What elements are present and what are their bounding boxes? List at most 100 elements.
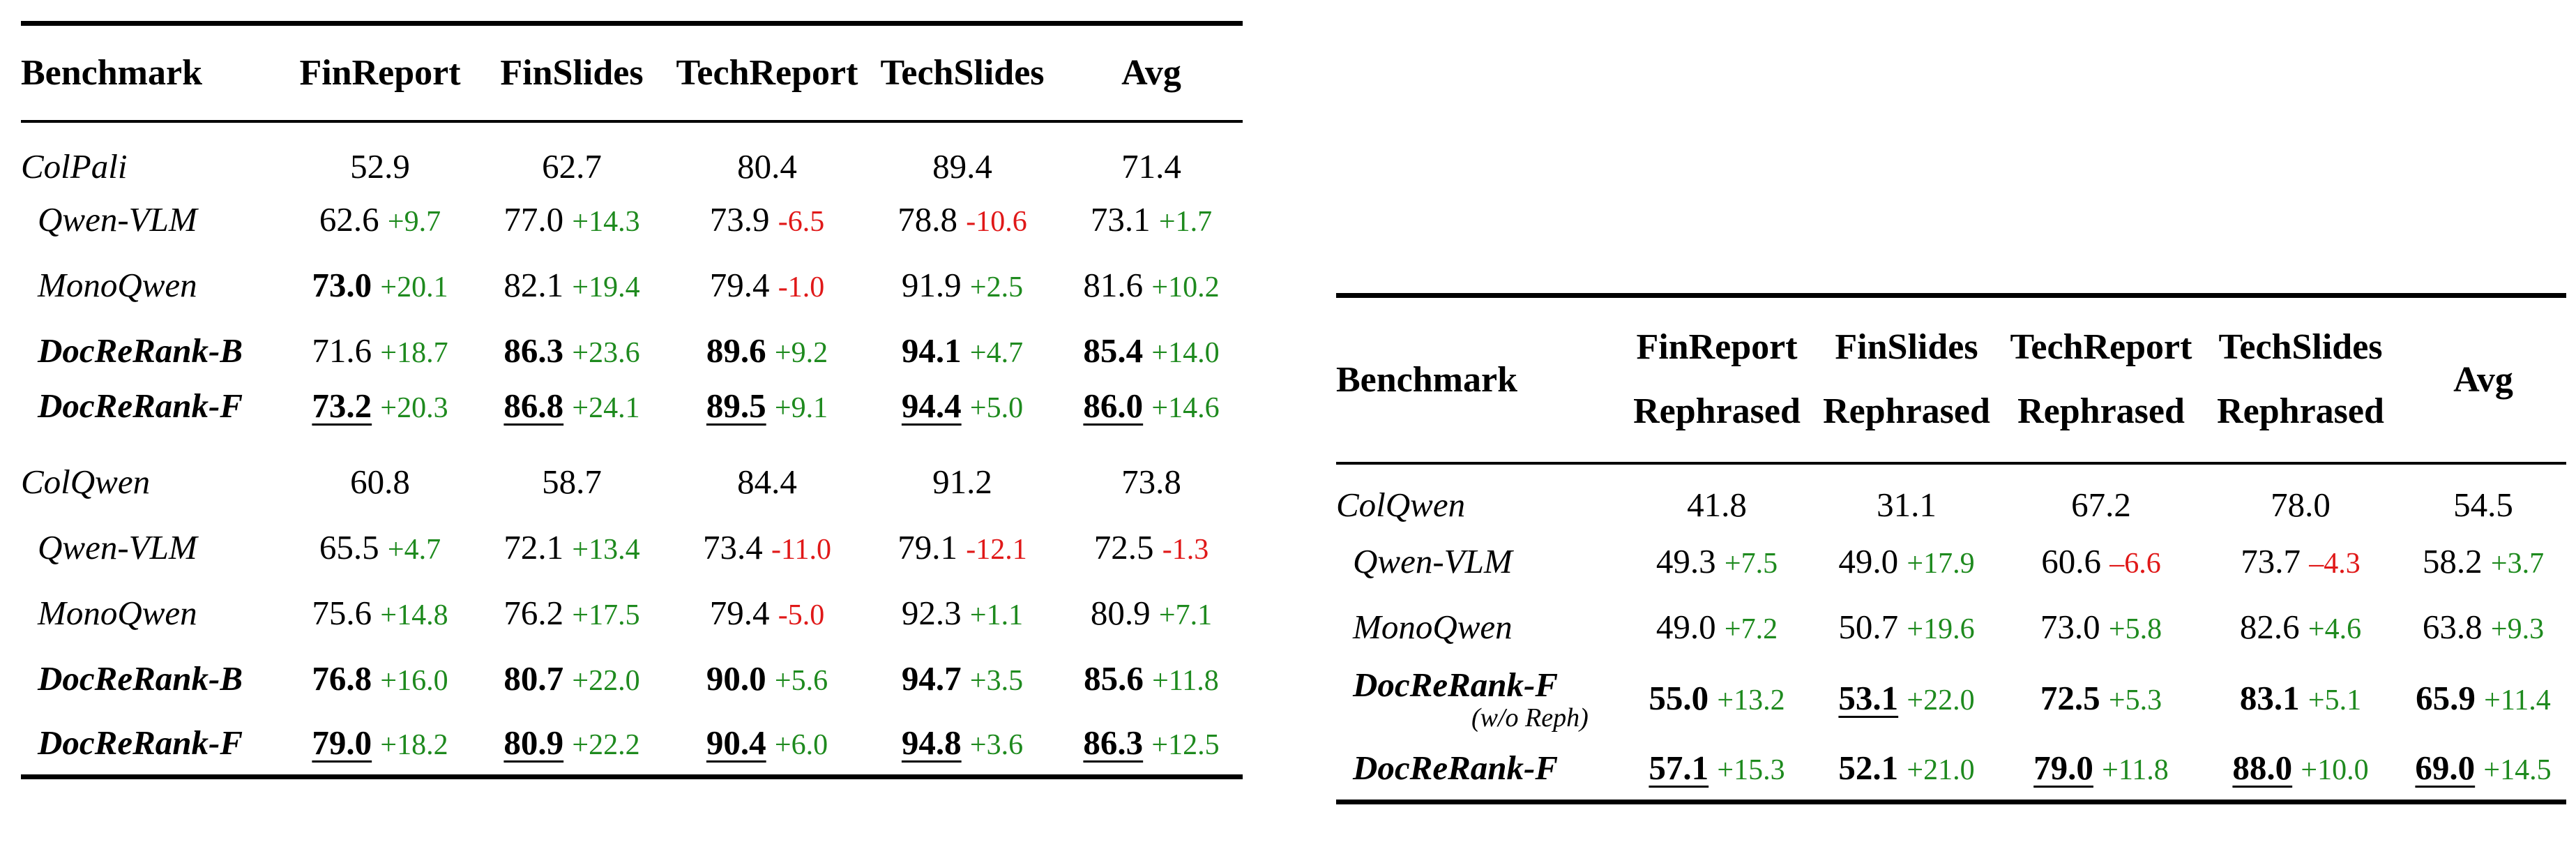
baseline-score: 58.7 — [542, 463, 602, 501]
score-cell: 94.8 +3.6 — [865, 712, 1060, 777]
score-delta: +17.9 — [1907, 548, 1975, 580]
baseline-row: ColQwen 60.8 58.7 84.4 91.2 73.8 — [21, 449, 1243, 515]
baseline-score: 67.2 — [2071, 486, 2131, 524]
score-cell: 86.8 +24.1 — [474, 384, 669, 449]
score-value: 78.8 — [897, 200, 957, 239]
score-cell: 80.7 +22.0 — [474, 646, 669, 712]
score-value: 73.1 — [1090, 200, 1151, 239]
score-delta: +16.0 — [380, 665, 448, 697]
score-value: 73.7 — [2241, 542, 2301, 580]
score-delta: +14.6 — [1151, 392, 1220, 424]
method-name: DocReRank-F — [38, 387, 243, 425]
score-value: 49.3 — [1656, 542, 1716, 580]
score-cell: 73.4 -11.0 — [669, 515, 865, 580]
baseline-row: ColPali 52.9 62.7 80.4 89.4 71.4 — [21, 121, 1243, 187]
score-delta: -1.3 — [1162, 534, 1209, 566]
score-value: 72.5 — [2040, 679, 2100, 717]
score-cell: 73.0 +5.8 — [2001, 594, 2201, 660]
score-cell: 86.3 +12.5 — [1060, 712, 1243, 777]
reranker-row: DocReRank-F 79.0 +18.2 80.9 +22.2 90.4 +6.0… — [21, 712, 1243, 777]
header-avg: Avg — [2400, 295, 2566, 465]
score-value: 89.6 — [706, 331, 766, 370]
baseline-score: 52.9 — [350, 147, 410, 186]
reranker-row: DocReRank-F (w/o Reph) 55.0 +13.2 53.1 +22.… — [1336, 660, 2566, 737]
baseline-score: 60.8 — [350, 463, 410, 501]
score-value: 79.0 — [312, 723, 372, 763]
baseline-score: 80.4 — [737, 147, 797, 186]
score-value: 53.1 — [1838, 679, 1899, 717]
score-value: 90.4 — [706, 723, 766, 763]
score-cell: 94.1 +4.7 — [865, 318, 1060, 384]
score-value: 90.0 — [706, 659, 766, 698]
score-cell: 58.2 +3.7 — [2400, 529, 2566, 594]
score-cell: 83.1 +5.1 — [2201, 660, 2400, 737]
score-delta: -10.6 — [966, 206, 1027, 238]
score-delta: +13.2 — [1717, 684, 1785, 716]
score-cell: 82.1 +19.4 — [474, 253, 669, 318]
score-cell: 78.8 -10.6 — [865, 187, 1060, 253]
reranker-row: Qwen-VLM 49.3 +7.5 49.0 +17.9 60.6 –6.6 73.7… — [1336, 529, 2566, 594]
method-name: MonoQwen — [1353, 608, 1513, 646]
score-value: 89.5 — [706, 387, 766, 425]
reranker-row: MonoQwen 75.6 +14.8 76.2 +17.5 79.4 -5.0 92.… — [21, 580, 1243, 646]
score-value: 65.9 — [2416, 679, 2476, 717]
method-cell: ColQwen — [21, 449, 286, 515]
score-cell: 86.3 +23.6 — [474, 318, 669, 384]
score-delta: +1.7 — [1158, 206, 1213, 238]
score-cell: 60.6 –6.6 — [2001, 529, 2201, 594]
score-cell: 92.3 +1.1 — [865, 580, 1060, 646]
header-techreport: TechReport — [669, 23, 865, 123]
score-cell: 80.9 +22.2 — [474, 712, 669, 777]
score-cell: 94.4 +5.0 — [865, 384, 1060, 449]
score-value: 94.4 — [901, 387, 962, 425]
reranker-row: DocReRank-F 73.2 +20.3 86.8 +24.1 89.5 +9.1… — [21, 384, 1243, 449]
method-name: ColQwen — [21, 463, 151, 501]
score-delta: +5.1 — [2308, 684, 2362, 716]
score-delta: +5.3 — [2108, 684, 2162, 716]
score-value: 65.5 — [319, 528, 379, 566]
score-cell: 71.6 +18.7 — [286, 318, 474, 384]
results-table-left: Benchmark FinReport FinSlides TechReport… — [21, 21, 1243, 779]
score-delta: +7.1 — [1158, 599, 1213, 631]
score-delta: +3.6 — [969, 729, 1024, 762]
score-delta: +7.5 — [1724, 548, 1778, 580]
score-value: 79.4 — [709, 594, 770, 632]
score-cell: 82.6 +4.6 — [2201, 594, 2400, 660]
score-cell: 57.1 +15.3 — [1622, 737, 1812, 802]
score-value: 57.1 — [1649, 749, 1709, 788]
score-delta: +4.6 — [2308, 613, 2362, 645]
baseline-score: 54.5 — [2453, 486, 2513, 524]
method-cell: DocReRank-B — [21, 646, 286, 712]
score-value: 60.6 — [2041, 542, 2101, 580]
baseline-score: 89.4 — [932, 147, 992, 186]
score-value: 79.4 — [709, 266, 770, 304]
score-delta: +3.5 — [969, 665, 1024, 697]
score-value: 52.1 — [1838, 749, 1899, 788]
score-delta: -6.5 — [778, 206, 825, 238]
score-cell: 89.5 +9.1 — [669, 384, 865, 449]
header-row: Benchmark FinReport FinSlides TechReport… — [21, 23, 1243, 123]
score-cell: 73.0 +20.1 — [286, 253, 474, 318]
score-value: 88.0 — [2232, 749, 2293, 788]
score-value: 55.0 — [1649, 679, 1709, 717]
score-delta: +10.2 — [1151, 271, 1220, 303]
score-cell: 77.0 +14.3 — [474, 187, 669, 253]
score-delta: +12.5 — [1151, 729, 1220, 762]
score-delta: +15.3 — [1717, 754, 1785, 787]
score-delta: +11.4 — [2484, 684, 2551, 716]
score-delta: +11.8 — [1152, 665, 1219, 697]
score-delta: +4.7 — [387, 534, 441, 566]
score-cell: 81.6 +10.2 — [1060, 253, 1243, 318]
score-delta: +4.7 — [969, 337, 1024, 369]
score-value: 86.0 — [1083, 387, 1144, 425]
score-delta: +6.0 — [774, 729, 828, 762]
baseline-score: 78.0 — [2271, 486, 2331, 524]
score-value: 80.9 — [503, 723, 564, 763]
header-techslides-rephrased: TechSlides Rephrased — [2201, 295, 2400, 465]
method-name: DocReRank-F — [1353, 749, 1558, 788]
score-value: 73.4 — [703, 528, 763, 566]
method-cell: Qwen-VLM — [1336, 529, 1622, 594]
score-value: 86.3 — [1083, 723, 1144, 763]
score-cell: 73.1 +1.7 — [1060, 187, 1243, 253]
score-cell: 65.9 +11.4 — [2400, 660, 2566, 737]
